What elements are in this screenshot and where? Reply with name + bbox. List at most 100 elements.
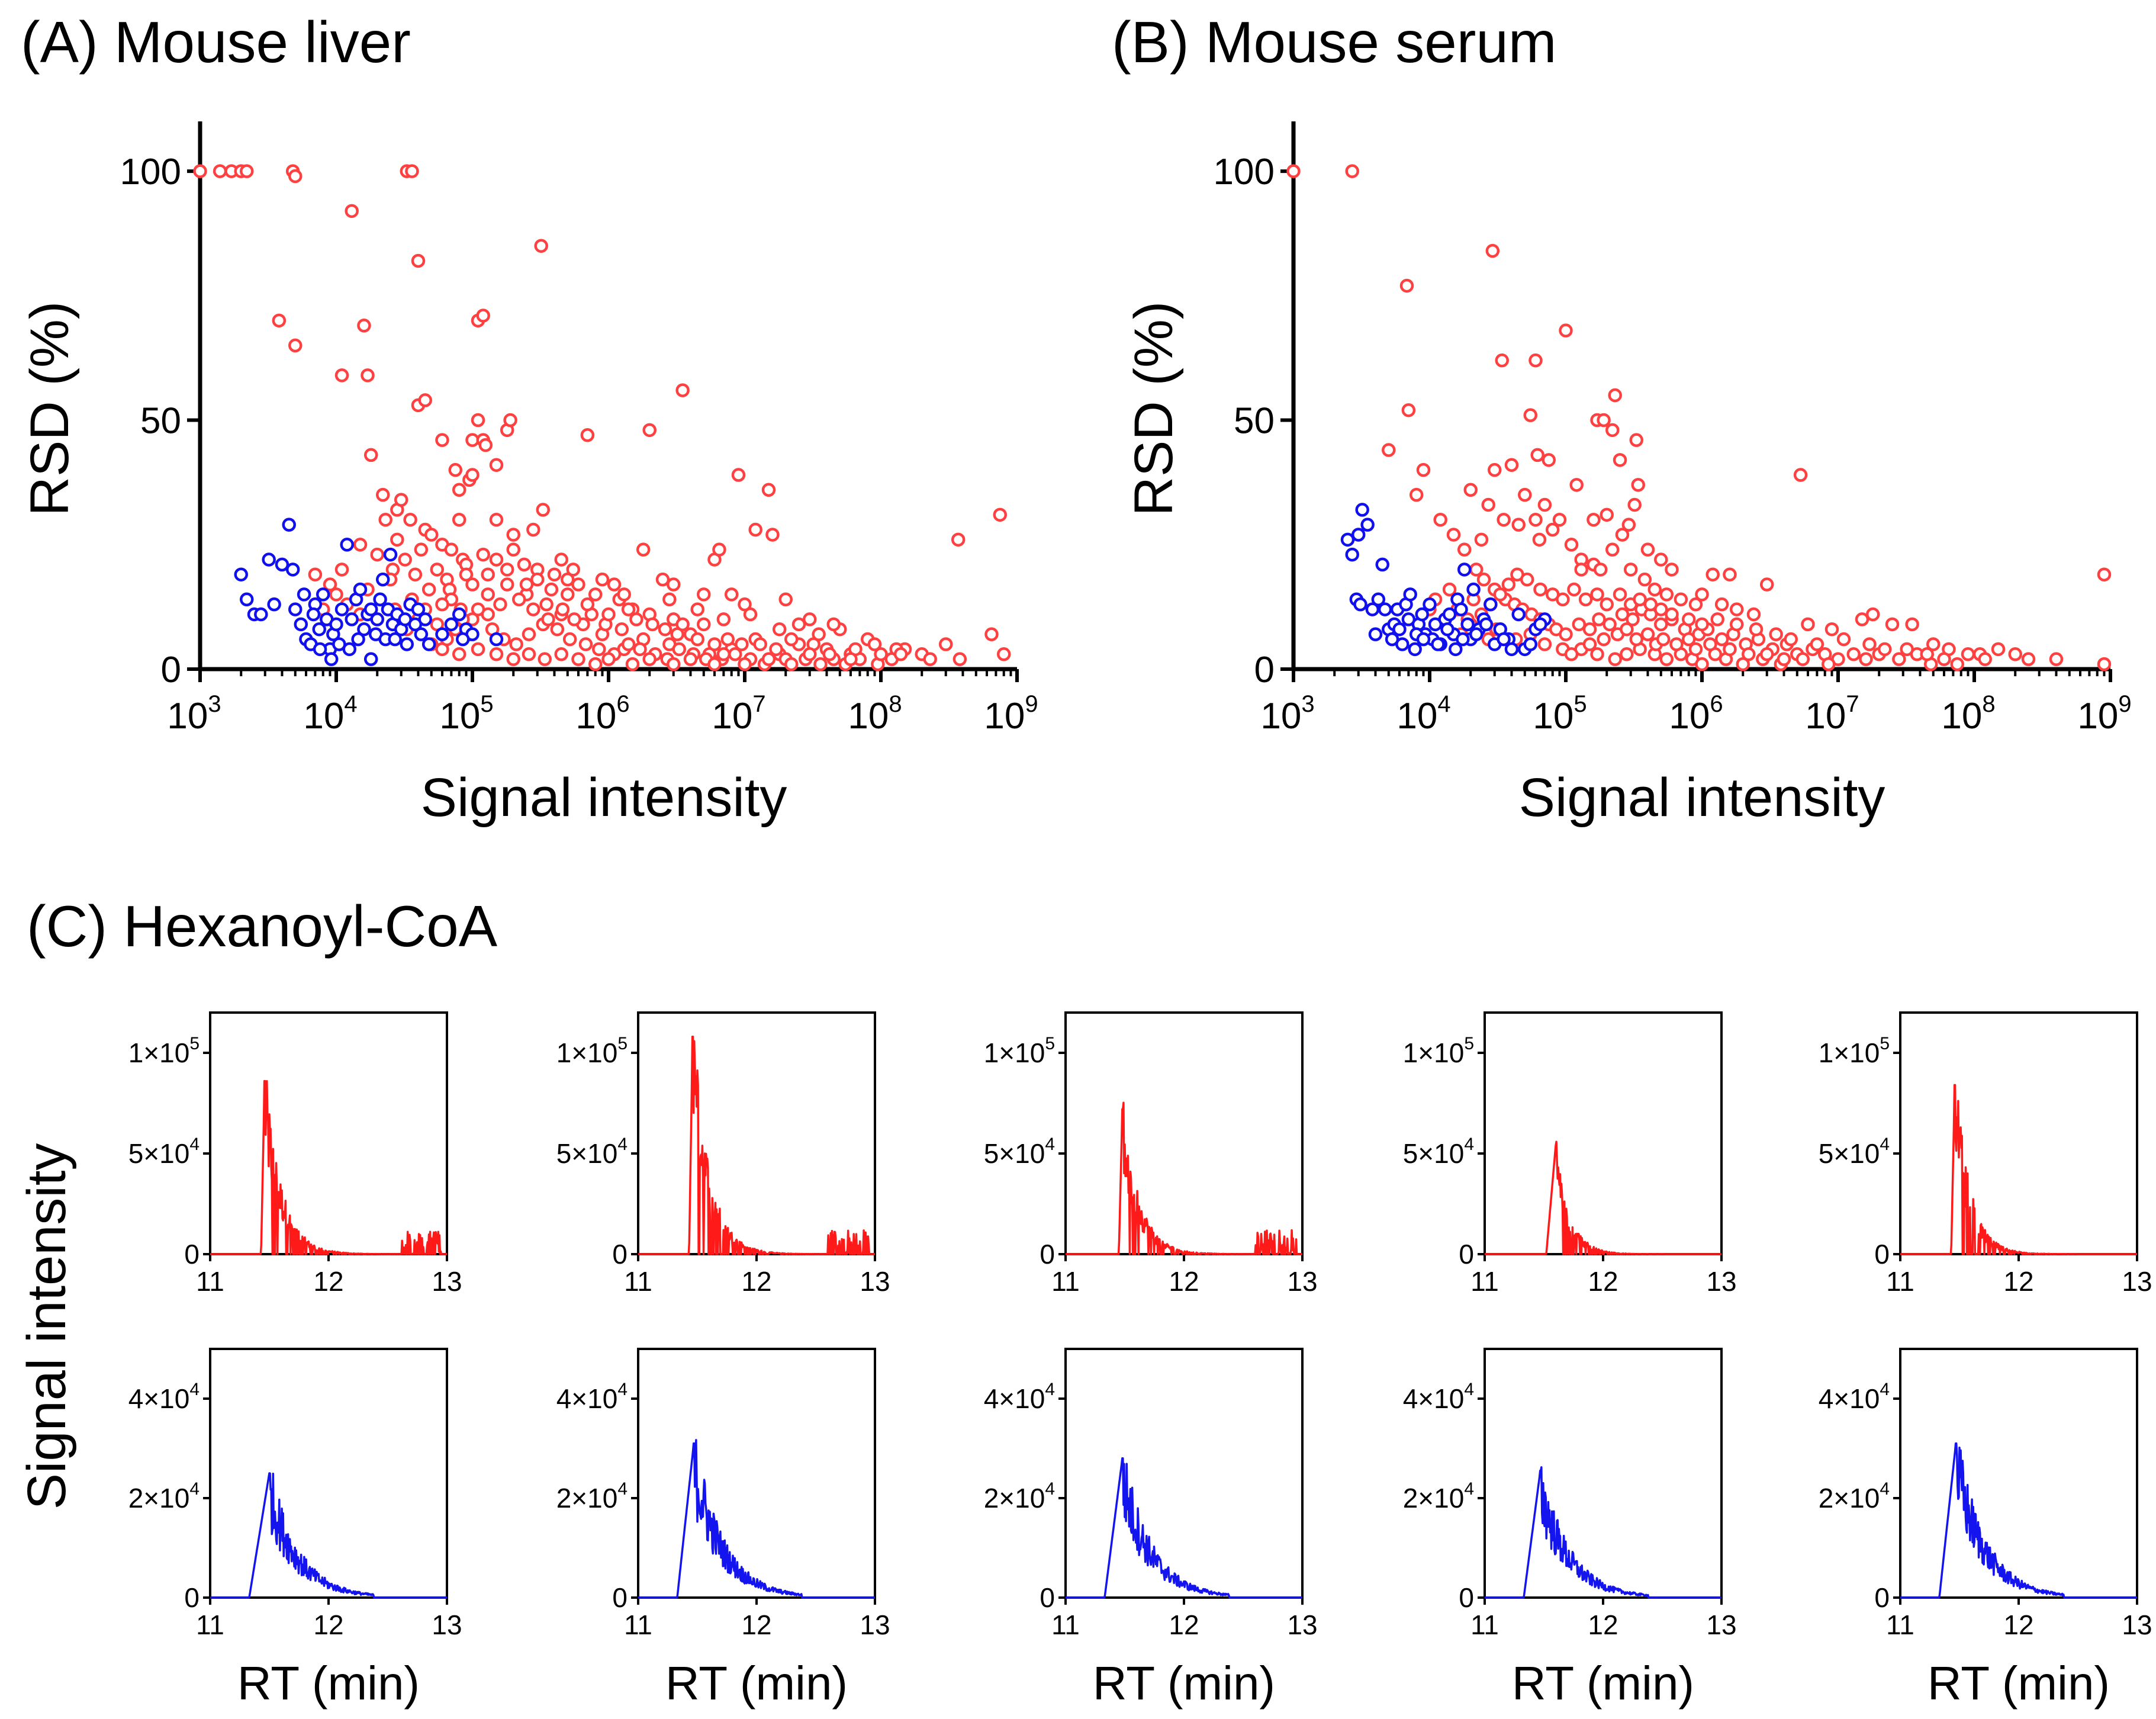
panel-a-point-red	[476, 309, 490, 323]
panel-b-point-blue	[1479, 617, 1494, 632]
panel-a-point-blue	[282, 518, 296, 532]
panel-a-point-red	[465, 577, 480, 592]
tick-exponent: 6	[1710, 691, 1723, 717]
panel-b-point-red	[1537, 637, 1552, 651]
panel-b-point-blue	[1457, 563, 1472, 577]
panel-a-point-red	[951, 532, 966, 547]
panel-b-point-red	[1600, 507, 1614, 522]
panel-b-point-red	[1564, 647, 1579, 661]
panel-b-xlabel: Signal intensity	[1519, 767, 1885, 828]
tick-base: 10	[1805, 696, 1846, 737]
tick-exponent: 9	[1025, 691, 1038, 717]
panel-a-point-red	[952, 652, 967, 666]
panel-a-point-red	[666, 577, 681, 592]
panel-a-point-red	[712, 542, 726, 557]
panel-a-xtick-label: 108	[848, 691, 902, 737]
panel-a-point-red	[512, 592, 526, 607]
xtick-label: 12	[741, 1609, 771, 1640]
tick-mantissa: 0	[1459, 1239, 1474, 1270]
panel-b-point-red	[1605, 542, 1620, 557]
panel-b-point-red	[1623, 563, 1638, 577]
chromatogram-red-2: 0 5×104 1×105 11 12 13	[556, 1011, 890, 1297]
panel-a-point-red	[561, 572, 575, 587]
panel-b-point-blue	[1345, 547, 1359, 562]
plot-frame	[209, 1011, 448, 1255]
tick-mantissa: 2×10	[556, 1483, 618, 1514]
panel-b-point-blue	[1353, 597, 1367, 612]
panel-b-point-blue	[1454, 602, 1468, 616]
panel-b-point-red	[1615, 528, 1630, 542]
xtick-label: 12	[1169, 1266, 1199, 1297]
panel-b-point-red	[1795, 652, 1810, 666]
chromatogram-red-4: 0 5×104 1×105 11 12 13	[1403, 1011, 1737, 1297]
panel-a-point-red	[867, 637, 882, 651]
panel-b-point-red	[1647, 582, 1662, 597]
panel-b-point-red	[1433, 512, 1447, 527]
panel-b-point-blue	[1408, 642, 1422, 657]
panel-a-point-red	[738, 597, 752, 612]
panel-a-point-blue	[444, 617, 459, 632]
panel-b-point-red	[1530, 448, 1544, 462]
panel-a-point-red	[411, 253, 426, 268]
panel-a-title: (A) Mouse liver	[21, 9, 411, 75]
panel-b-point-blue	[1469, 627, 1484, 641]
panel-a-point-red	[633, 642, 647, 657]
ytick-label: 4×104	[556, 1380, 628, 1414]
panel-a-point-red	[547, 567, 562, 581]
tick-mantissa: 5×10	[984, 1138, 1045, 1169]
tick-base: 10	[984, 696, 1025, 737]
plot-frame	[1899, 1011, 2138, 1255]
panel-b-point-red	[1759, 647, 1774, 661]
panel-b-point-red	[1621, 518, 1636, 532]
panel-a-point-red	[772, 622, 787, 637]
panel-b-point-red	[1564, 538, 1579, 552]
panel-b-point-red	[1567, 582, 1581, 597]
panel-b-point-red	[1501, 577, 1516, 592]
panel-b-point-red	[1574, 563, 1588, 577]
panel-a-point-red	[506, 542, 520, 557]
panel-a-point-red	[539, 597, 554, 612]
panel-a-point-red	[554, 552, 568, 567]
ytick-label: 4×104	[984, 1380, 1055, 1414]
panel-a-point-red	[452, 512, 466, 527]
panel-a-point-red	[471, 602, 485, 616]
panel-b-point-red	[1401, 403, 1416, 417]
panel-a-scatter: (A) Mouse liver RSD (%) Signal intensity…	[20, 9, 1038, 828]
panel-b-point-red	[1892, 652, 1906, 666]
panel-b-point-red	[1810, 637, 1824, 651]
panel-a-point-red	[753, 637, 767, 651]
panel-b-point-red	[1793, 468, 1808, 482]
panel-b-point-red	[1582, 622, 1597, 637]
panel-b-point-red	[1669, 637, 1684, 651]
xtick-label: 12	[313, 1609, 343, 1640]
panel-a-point-red	[735, 637, 749, 651]
panel-a-point-red	[405, 164, 419, 178]
panel-b-point-blue	[1456, 632, 1470, 647]
tick-mantissa: 4×10	[556, 1383, 618, 1414]
panel-b-point-red	[1746, 607, 1761, 622]
panel-b-point-red	[1600, 597, 1614, 612]
panel-a-point-red	[361, 368, 375, 383]
xtick-label: 12	[2003, 1266, 2033, 1297]
xtick-label: 11	[1470, 1609, 1499, 1640]
plot-frame	[1064, 1348, 1304, 1599]
panel-b-point-red	[1602, 617, 1617, 632]
panel-b-point-red	[1608, 652, 1622, 666]
panel-a-point-red	[506, 652, 520, 666]
panel-a-point-red	[748, 522, 762, 537]
xtick-label: 11	[196, 1266, 224, 1297]
panel-a-point-blue	[345, 612, 359, 626]
rt-axis-label: RT (min)	[665, 1657, 848, 1710]
panel-b-point-red	[1824, 622, 1839, 637]
panel-a-point-blue	[288, 602, 303, 616]
tick-mantissa: 5×10	[128, 1138, 190, 1169]
panel-b-point-red	[1552, 512, 1567, 527]
panel-b-point-red	[1695, 617, 1709, 632]
tick-exponent: 4	[1045, 1135, 1055, 1154]
panel-c-title: (C) Hexanoyl-CoA	[27, 894, 498, 959]
panel-b-point-red	[1590, 587, 1604, 602]
panel-a-point-blue	[285, 563, 300, 577]
